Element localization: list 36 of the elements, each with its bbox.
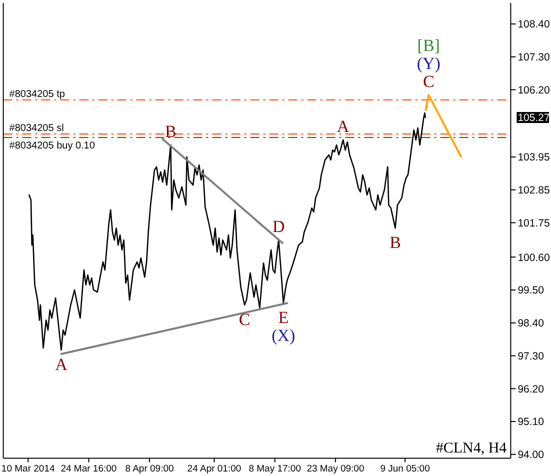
y-tick-label: 106.20 <box>518 84 550 96</box>
annotation: D <box>272 217 285 236</box>
annotation: C <box>238 310 250 329</box>
ref-line-label: #8034205 tp <box>9 88 66 100</box>
y-tick-label: 97.30 <box>518 350 544 362</box>
annotation: (X) <box>272 326 296 346</box>
annotation: A <box>336 116 350 136</box>
y-tick-label: 101.75 <box>518 217 550 230</box>
y-tick-label: 108.40 <box>518 18 550 31</box>
y-tick-label: 95.10 <box>518 416 544 428</box>
y-tick-label: 94.00 <box>518 449 544 462</box>
y-tick-label: 100.60 <box>518 252 550 264</box>
x-tick-label: 8 May 17:00 <box>248 463 302 474</box>
annotation: [B] <box>417 36 440 56</box>
y-tick-label: 102.85 <box>518 184 550 197</box>
x-tick-label: 23 May 09:00 <box>306 463 364 474</box>
annotation: C <box>422 72 434 92</box>
x-tick-label: 8 Apr 09:00 <box>125 463 174 474</box>
annotation: E <box>278 308 289 328</box>
annotation: A <box>55 355 68 374</box>
annotation: B <box>390 233 401 252</box>
x-tick-label: 24 Apr 01:00 <box>187 463 242 474</box>
y-tick-label: 107.30 <box>518 51 550 64</box>
y-tick-label: 99.50 <box>518 284 544 297</box>
text: 105.27 <box>518 112 550 124</box>
annotation: (Y) <box>416 54 440 74</box>
x-tick-label: 10 Mar 2014 <box>1 463 55 474</box>
annotation: #CLN4, H4 <box>436 440 508 456</box>
x-tick-label: 9 Jun 05:00 <box>380 463 430 474</box>
x-tick-label: 24 Mar 16:00 <box>60 463 117 474</box>
ref-line-label: #8034205 sl <box>9 122 64 134</box>
y-tick-label: 98.40 <box>518 318 544 330</box>
annotation: B <box>165 122 176 141</box>
y-tick-label: 103.95 <box>518 152 550 164</box>
ref-line-label: #8034205 buy 0.10 <box>9 140 96 152</box>
y-tick-label: 96.20 <box>518 383 544 396</box>
